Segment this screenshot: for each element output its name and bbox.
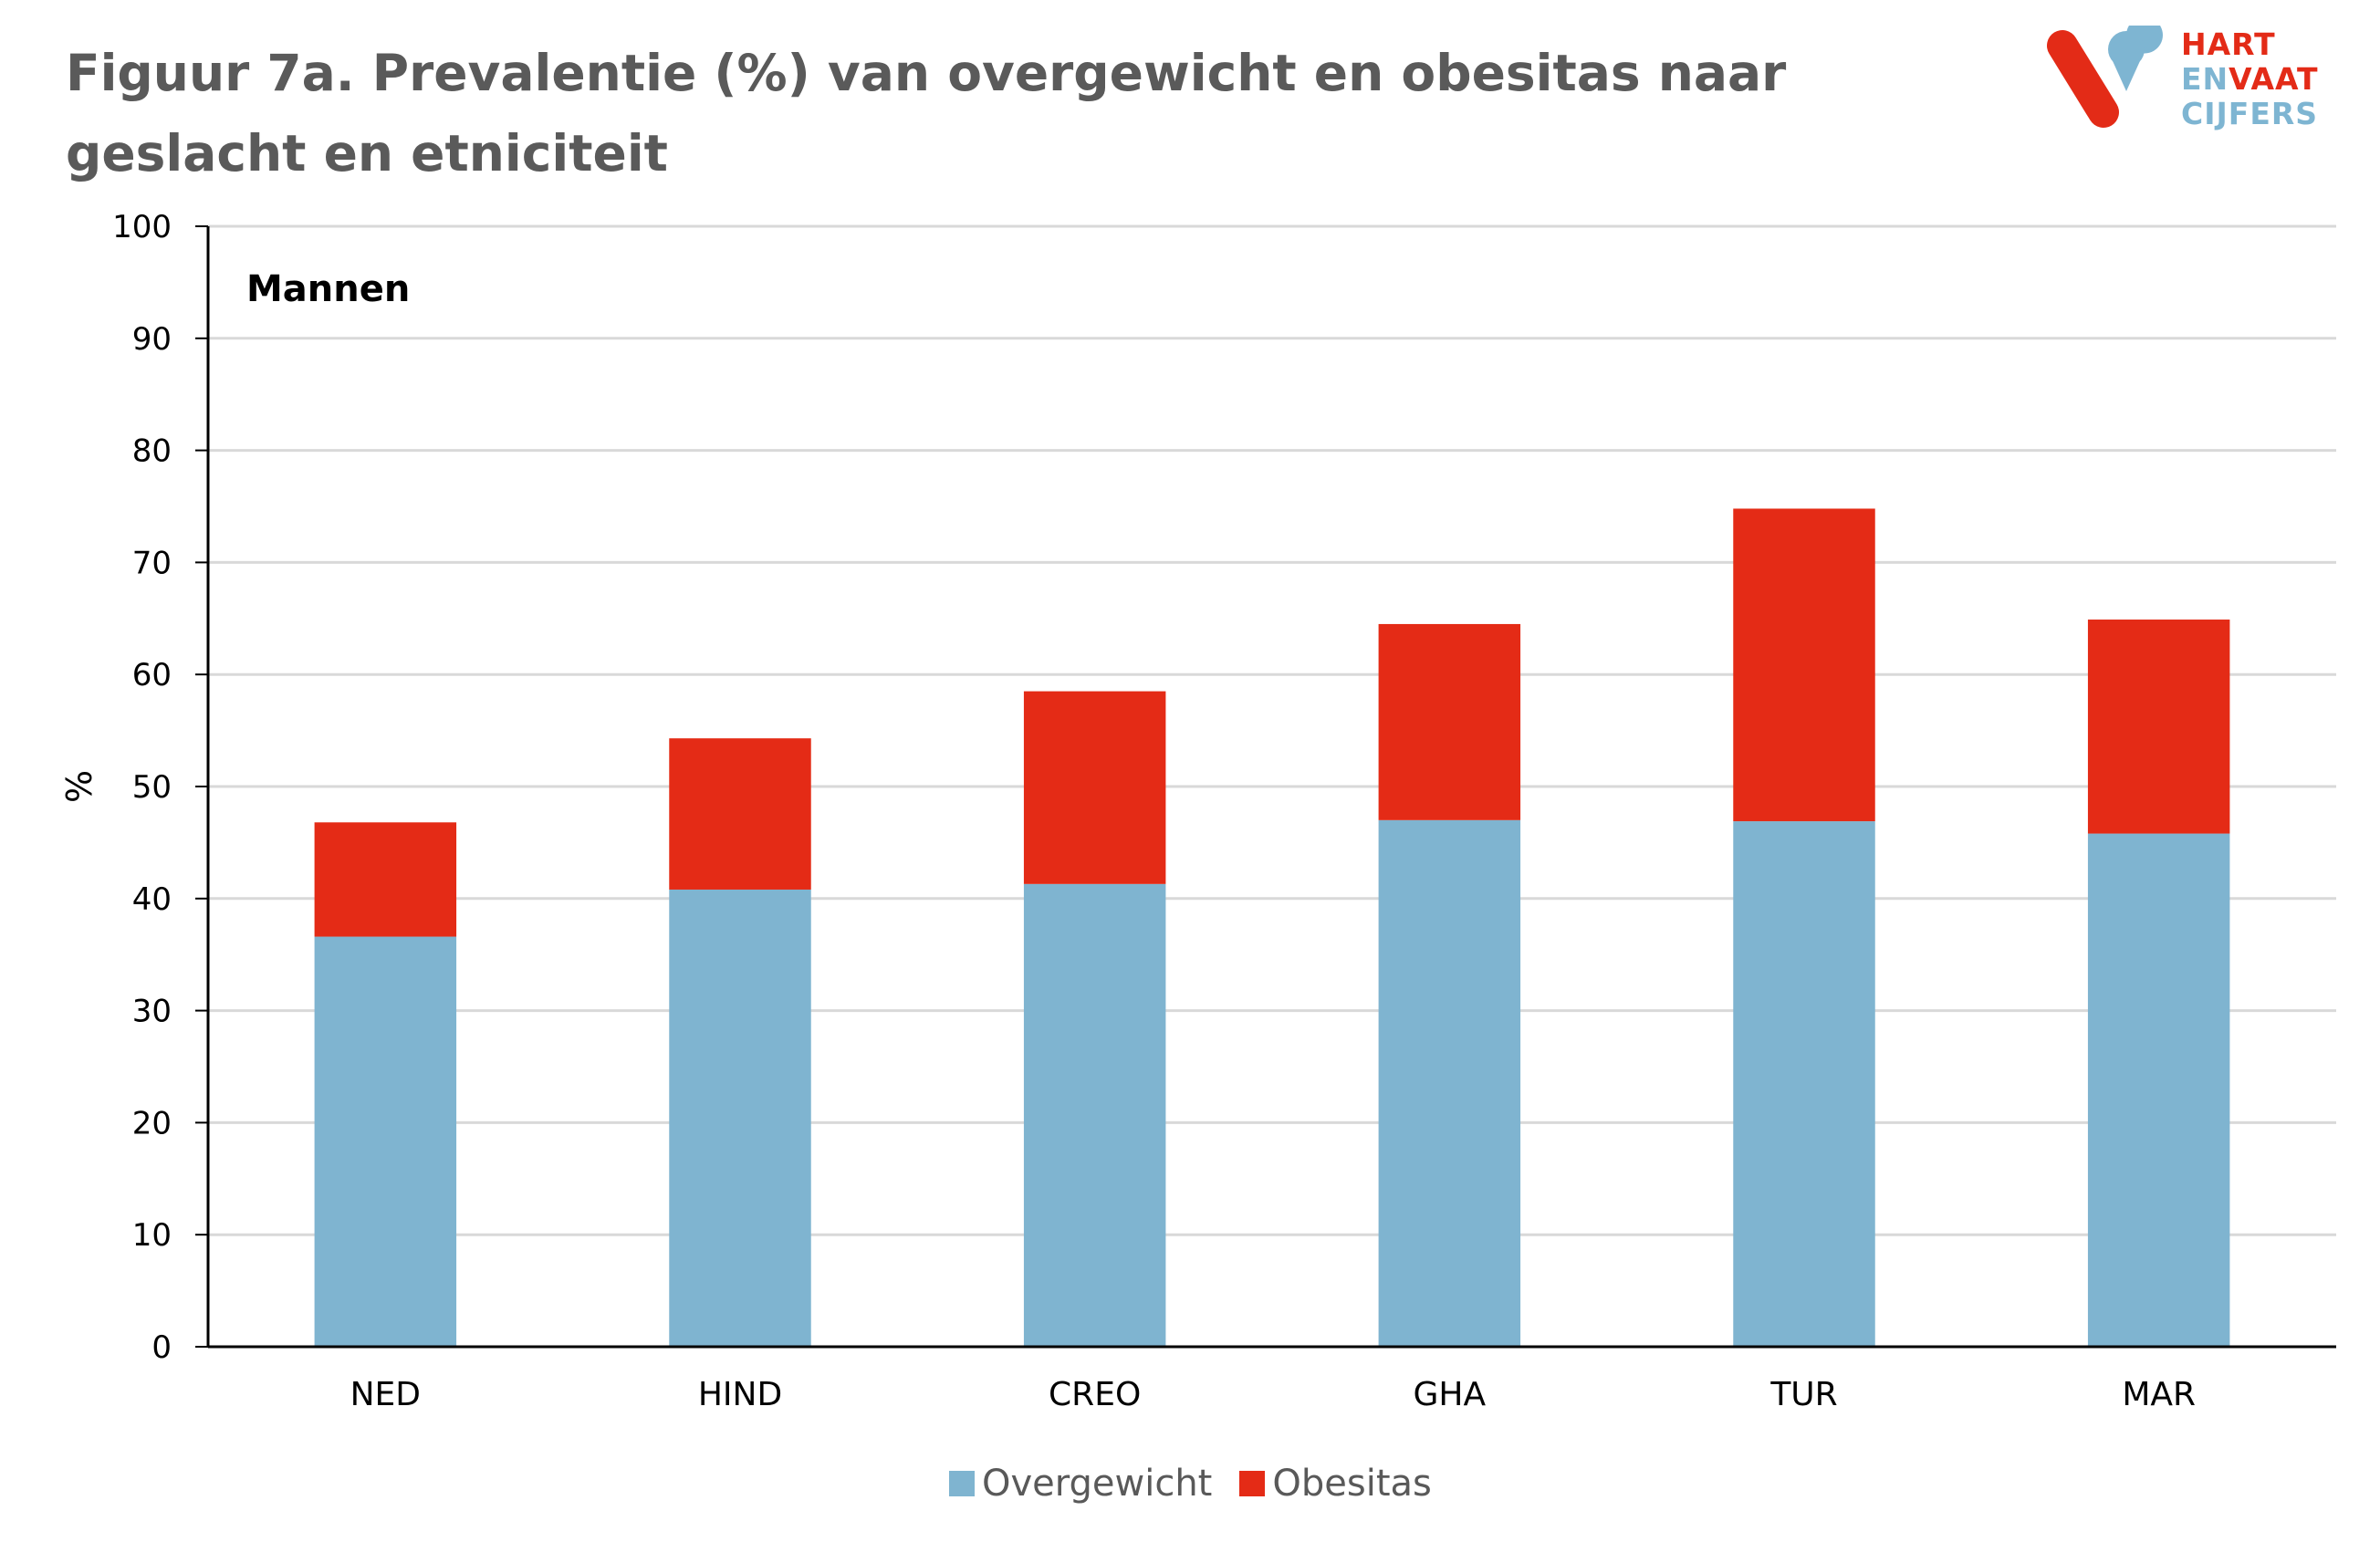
legend-item-overgewicht: Overgewicht <box>949 1463 1212 1505</box>
y-tick-label: 90 <box>132 321 172 358</box>
axis-labels: 0 10 20 30 40 50 60 70 80 90 100 NED HIND CREO GHA TUR M… <box>112 209 2196 1413</box>
x-tick-label: MAR <box>2122 1376 2196 1413</box>
axes <box>195 225 2336 1349</box>
bar-obesitas-creo <box>1023 691 1166 884</box>
grid-lines <box>208 224 2336 1236</box>
bar-overgewicht-gha <box>1378 819 1521 1347</box>
bar-overgewicht-creo <box>1023 883 1166 1347</box>
bar-obesitas-gha <box>1378 623 1521 820</box>
y-tick-label: 60 <box>132 657 172 693</box>
y-tick-label: 40 <box>132 881 172 918</box>
y-tick-label: 50 <box>132 769 172 806</box>
bar-overgewicht-hind <box>669 889 811 1347</box>
legend-label-obesitas: Obesitas <box>1272 1463 1432 1505</box>
logo-line1: HART <box>2181 26 2276 62</box>
x-tick-label: HIND <box>698 1376 782 1413</box>
bar-overgewicht-tur <box>1733 821 1875 1347</box>
bar-obesitas-tur <box>1733 508 1875 822</box>
logo-icon <box>2047 16 2163 128</box>
logo-text: HART ENVAAT CIJFERS <box>2181 27 2319 131</box>
panel-label: Mannen <box>246 268 410 310</box>
y-axis-title: % <box>59 770 99 803</box>
bar-obesitas-hind <box>669 738 811 890</box>
hart-en-vaat-cijfers-logo: HART ENVAAT CIJFERS <box>2044 16 2354 135</box>
legend: Overgewicht Obesitas <box>949 1456 1459 1511</box>
x-tick-label: GHA <box>1414 1376 1487 1413</box>
bar-obesitas-ned <box>314 822 457 937</box>
x-tick-label: TUR <box>1769 1376 1837 1413</box>
chart-title: Figuur 7a. Prevalentie (%) van overgewic… <box>66 44 1787 182</box>
legend-label-overgewicht: Overgewicht <box>982 1463 1213 1505</box>
x-tick-label: NED <box>350 1376 421 1413</box>
y-tick-label: 0 <box>151 1329 172 1366</box>
legend-swatch-obesitas <box>1239 1471 1266 1496</box>
logo-line3: CIJFERS <box>2181 96 2319 131</box>
y-tick-label: 100 <box>112 209 172 245</box>
y-tick-label: 30 <box>132 994 172 1030</box>
y-tick-label: 10 <box>132 1217 172 1254</box>
logo-line2a: EN <box>2181 61 2229 97</box>
y-tick-label: 80 <box>132 433 172 470</box>
bar-obesitas-mar <box>2087 620 2230 834</box>
logo-line2b: VAAT <box>2229 61 2319 97</box>
bar-overgewicht-ned <box>314 936 457 1347</box>
legend-swatch-overgewicht <box>949 1471 975 1496</box>
bars <box>314 508 2230 1347</box>
y-tick-label: 20 <box>132 1105 172 1141</box>
bar-overgewicht-mar <box>2087 833 2230 1347</box>
x-tick-label: CREO <box>1049 1376 1141 1413</box>
legend-item-obesitas: Obesitas <box>1239 1463 1432 1505</box>
y-tick-label: 70 <box>132 545 172 581</box>
